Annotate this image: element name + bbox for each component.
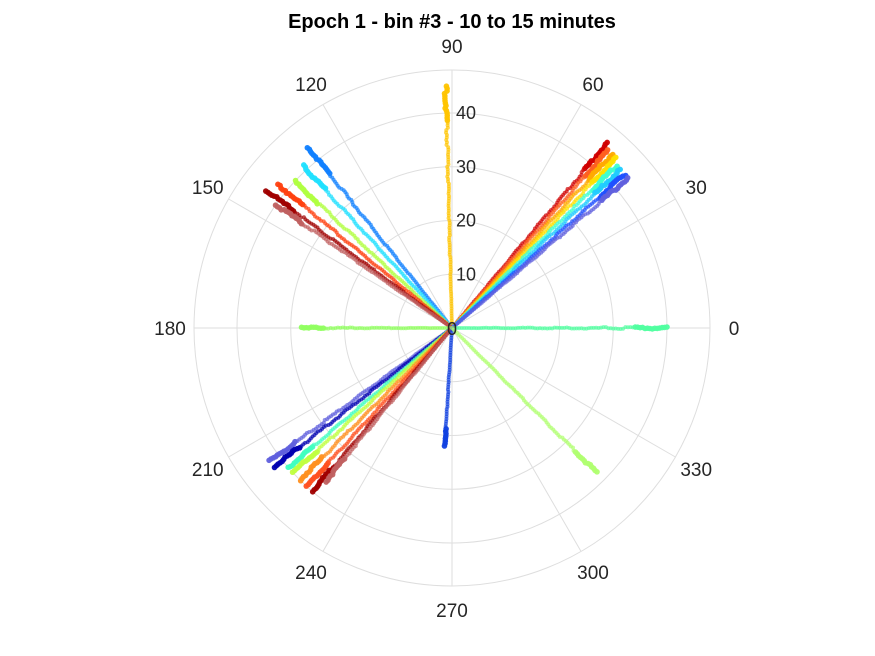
data-point xyxy=(443,83,450,89)
data-ray-14 xyxy=(272,202,454,330)
angle-tick-label-90: 90 xyxy=(441,37,462,58)
grid-spoke-330 xyxy=(451,327,676,458)
data-point xyxy=(441,443,448,449)
chart-title: Epoch 1 - bin #3 - 10 to 15 minutes xyxy=(288,11,616,33)
grid-spoke-120 xyxy=(322,104,453,329)
data-point xyxy=(664,324,670,330)
angle-tick-label-180: 180 xyxy=(154,319,186,340)
data-point xyxy=(271,464,278,471)
data-point xyxy=(604,139,610,146)
grid-spoke-150 xyxy=(228,198,453,329)
data-point xyxy=(300,162,307,168)
data-ray-25 xyxy=(441,326,454,449)
radial-tick-label-0: 0 xyxy=(447,319,457,339)
data-point xyxy=(285,464,291,471)
data-point xyxy=(272,202,279,208)
data-ray-0 xyxy=(441,83,454,330)
data-point xyxy=(275,181,281,188)
grid-spoke-30 xyxy=(451,198,676,329)
angle-tick-label-330: 330 xyxy=(680,460,712,481)
data-point xyxy=(303,483,310,489)
angle-tick-label-150: 150 xyxy=(192,178,224,199)
data-ray-24 xyxy=(323,326,454,485)
data-point xyxy=(309,488,316,495)
radial-tick-label-20: 20 xyxy=(456,211,476,231)
data-point xyxy=(323,479,329,485)
data-ray-15 xyxy=(298,324,454,332)
radial-tick-label-40: 40 xyxy=(456,103,476,123)
radial-tick-label-10: 10 xyxy=(456,264,476,284)
data-rays xyxy=(262,83,670,495)
data-ray-26 xyxy=(450,326,600,475)
data-point xyxy=(289,469,296,476)
data-point xyxy=(301,215,306,220)
radial-tick-label-30: 30 xyxy=(456,157,476,177)
data-ray-16 xyxy=(450,324,670,332)
angle-tick-label-270: 270 xyxy=(436,601,468,622)
data-ray-8 xyxy=(450,174,631,330)
data-point xyxy=(571,445,576,450)
data-point xyxy=(298,324,305,331)
data-point xyxy=(331,435,336,440)
angle-tick-label-120: 120 xyxy=(295,75,327,96)
angle-tick-label-30: 30 xyxy=(686,178,707,199)
angle-tick-label-300: 300 xyxy=(577,563,609,584)
data-point xyxy=(624,174,631,181)
data-point xyxy=(617,166,623,173)
grid-spoke-60 xyxy=(451,104,582,329)
data-point xyxy=(594,469,600,475)
data-point xyxy=(612,154,619,161)
angle-tick-label-60: 60 xyxy=(582,75,603,96)
data-point xyxy=(604,147,611,153)
radial-tick-labels: 0 10 20 30 40 xyxy=(447,103,476,339)
data-point xyxy=(312,228,317,233)
data-ray-11 xyxy=(292,177,454,330)
grid-spoke-300 xyxy=(451,327,582,552)
angle-tick-label-210: 210 xyxy=(192,460,224,481)
angle-tick-label-240: 240 xyxy=(295,563,327,584)
data-point xyxy=(304,144,311,151)
grid-spoke-240 xyxy=(322,327,453,552)
data-point xyxy=(579,173,584,178)
grid-spoke-210 xyxy=(228,327,453,458)
data-point xyxy=(292,177,299,184)
data-ray-19 xyxy=(285,326,454,471)
data-point xyxy=(266,457,272,464)
data-ray-10 xyxy=(300,162,454,330)
data-point xyxy=(262,188,269,194)
angle-tick-label-0: 0 xyxy=(729,319,740,340)
data-point xyxy=(297,477,304,484)
